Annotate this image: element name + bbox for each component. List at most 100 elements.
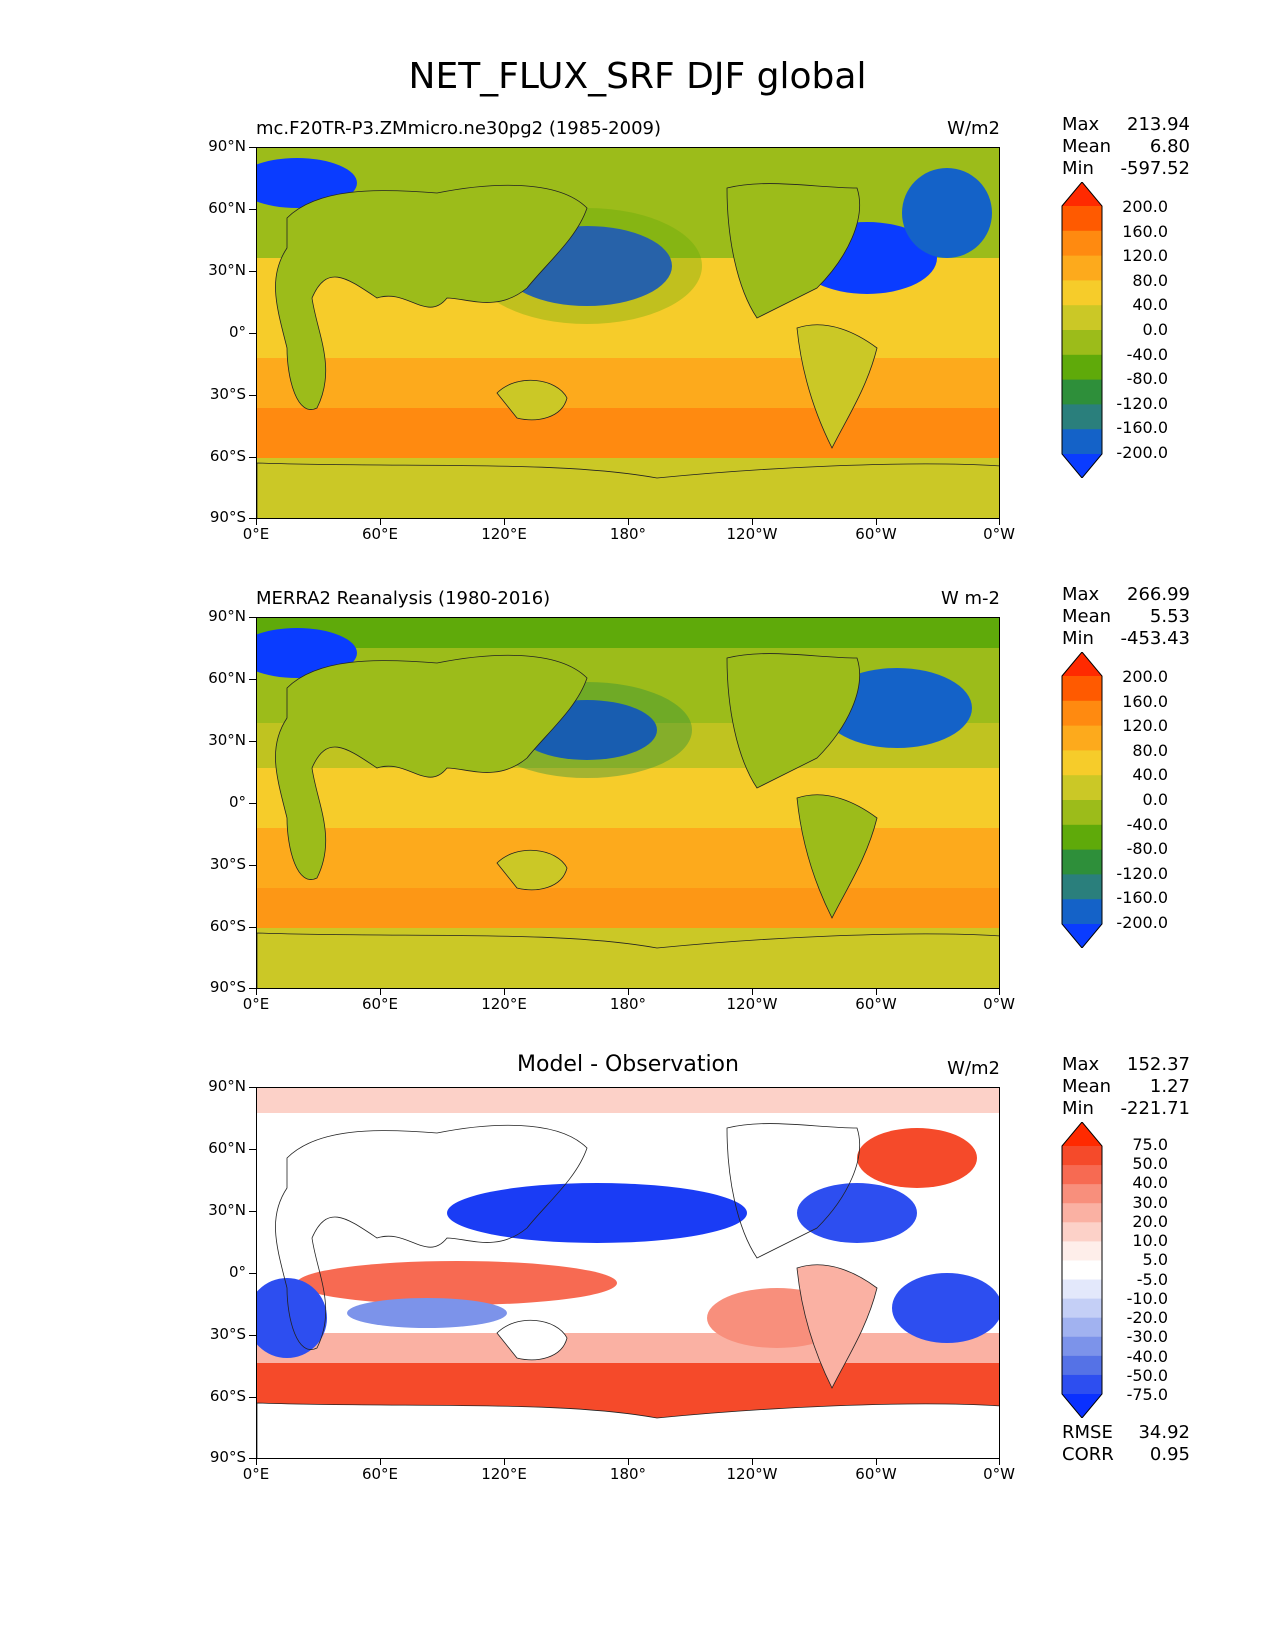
y-tick [249,988,256,990]
colorbar-segment [1062,1203,1102,1223]
units-label: W/m2 [947,118,1000,139]
stat-mean-value: 5.53 [1149,606,1190,627]
x-tick [628,519,630,525]
map-model [256,147,1000,519]
y-tick-label: 30°S [209,1325,246,1343]
y-tick-label: 60°S [209,1387,246,1405]
colorbar-segment [1062,1146,1102,1166]
x-tick [876,519,878,525]
colorbar-tick-label: -160.0 [1116,888,1168,908]
colorbar-tick-label: 160.0 [1122,221,1168,241]
y-tick [249,271,256,273]
stat-min-label: Min [1062,158,1094,179]
y-tick-label: 90°N [208,137,246,155]
colorbar-tick-label: 200.0 [1122,197,1168,216]
x-tick [628,989,630,995]
panel-model: mc.F20TR-P3.ZMmicro.ne30pg2 (1985-2009) … [0,114,1275,588]
corr-label: CORR [1062,1444,1114,1465]
colorbar-segment [1062,700,1102,727]
colorbar-segment [1062,1374,1102,1395]
colorbar-tick-label: -120.0 [1116,393,1168,413]
colorbar-segment [1062,725,1102,751]
colorbar-segment [1062,305,1102,331]
rmse-label: RMSE [1062,1422,1113,1443]
y-tick-label: 0° [228,323,246,341]
stat-max-label: Max [1062,114,1100,135]
x-tick [380,1459,382,1465]
colorbar-outline [1061,182,1103,478]
stat-max-label: Max [1062,1054,1100,1075]
colorbar-tick-label: -120.0 [1116,863,1168,883]
y-tick [249,1211,256,1213]
y-tick [249,457,256,459]
stat-mean-value: 1.27 [1149,1076,1190,1097]
colorbar-outline [1061,1122,1103,1418]
map-observation [256,617,1000,989]
x-tick [752,989,754,995]
x-tick [504,1459,506,1465]
colorbar [1061,652,1103,948]
colorbar-tick-label: 120.0 [1122,716,1168,736]
x-tick [876,989,878,995]
colorbar-segment [1062,1279,1102,1300]
units-label: W m-2 [940,588,1000,609]
stat-max-value: 152.37 [1127,1054,1190,1075]
colorbar [1061,1122,1103,1418]
x-tick-label: 60°W [855,525,897,543]
y-tick-label: 30°N [208,731,246,749]
x-tick-label: 0°E [242,995,270,1013]
colorbar-tick-label: -80.0 [1126,369,1168,389]
x-tick [999,1459,1001,1465]
colorbar-tick-label: -5.0 [1136,1269,1168,1289]
x-tick-label: 0°W [983,995,1015,1013]
colorbar-tick-label: -160.0 [1116,418,1168,438]
y-tick-label: 30°N [208,1201,246,1219]
colorbar-tick-label: -75.0 [1126,1385,1168,1404]
x-tick [628,1459,630,1465]
colorbar-tick-label: -40.0 [1126,1346,1168,1366]
colorbar-segment [1062,230,1102,257]
x-tick [380,519,382,525]
x-tick-label: 180° [609,995,647,1013]
y-tick-label: 90°N [208,607,246,625]
colorbar-segment [1062,404,1102,430]
stat-mean-label: Mean [1062,136,1112,157]
colorbar-tick-label: 0.0 [1142,790,1168,809]
x-tick [256,989,258,995]
x-tick-label: 120°W [726,995,778,1013]
x-tick-label: 0°E [242,525,270,543]
stat-max-value: 266.99 [1127,584,1190,605]
y-tick [249,1149,256,1151]
x-tick [380,989,382,995]
colorbar-segment [1062,280,1102,306]
colorbar-segment [1062,824,1102,851]
colorbar [1061,182,1103,478]
colorbar-segment [1062,255,1102,281]
colorbar-segment [1062,1298,1102,1319]
y-tick-label: 60°S [209,447,246,465]
x-tick-label: 180° [609,525,647,543]
y-tick-label: 60°N [208,669,246,687]
colorbar-tick-label: 40.0 [1132,1173,1168,1193]
colorbar-segment [1062,429,1102,455]
stat-min-label: Min [1062,1098,1094,1119]
colorbar-tick-label: 10.0 [1132,1231,1168,1251]
stat-mean-label: Mean [1062,606,1112,627]
colorbar-outline [1061,652,1103,948]
x-tick [876,1459,878,1465]
colorbar-extend-max [1062,652,1102,676]
y-tick-label: 90°S [209,1448,246,1466]
y-tick [249,333,256,335]
x-tick [999,519,1001,525]
panel-title: MERRA2 Reanalysis (1980-2016) [256,588,551,609]
x-tick-label: 60°E [361,525,399,543]
colorbar-segment [1062,1317,1102,1338]
colorbar-tick-label: 120.0 [1122,246,1168,266]
stats-box: Max 152.37 Mean 1.27 Min -221.71 [1062,1054,1190,1120]
y-tick-label: 90°N [208,1077,246,1095]
y-tick [249,1397,256,1399]
y-tick-label: 60°N [208,1139,246,1157]
x-tick-label: 120°E [481,525,527,543]
y-tick [249,1458,256,1460]
panel-title: Model - Observation [517,1052,739,1077]
